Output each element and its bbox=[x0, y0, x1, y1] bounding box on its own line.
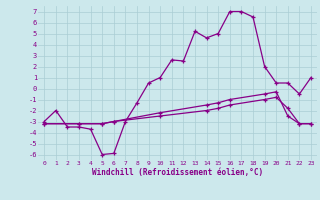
X-axis label: Windchill (Refroidissement éolien,°C): Windchill (Refroidissement éolien,°C) bbox=[92, 168, 263, 177]
